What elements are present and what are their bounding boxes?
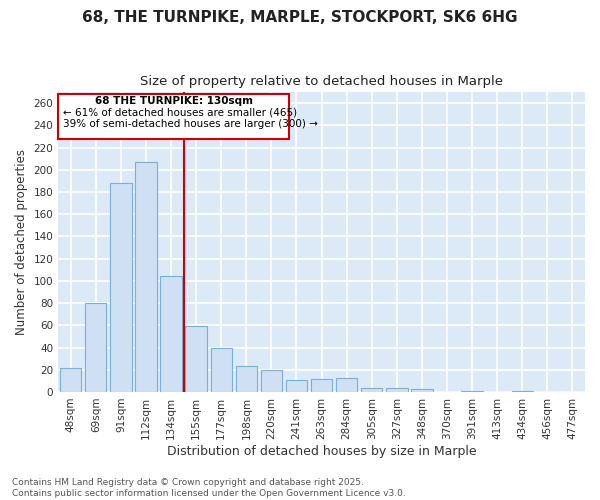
FancyBboxPatch shape — [58, 94, 289, 138]
Bar — [185, 326, 207, 392]
Bar — [211, 348, 232, 392]
Bar — [311, 378, 332, 392]
Bar — [110, 183, 131, 392]
X-axis label: Distribution of detached houses by size in Marple: Distribution of detached houses by size … — [167, 444, 476, 458]
Title: Size of property relative to detached houses in Marple: Size of property relative to detached ho… — [140, 75, 503, 88]
Bar — [85, 303, 106, 392]
Bar — [461, 391, 483, 392]
Text: Contains HM Land Registry data © Crown copyright and database right 2025.
Contai: Contains HM Land Registry data © Crown c… — [12, 478, 406, 498]
Bar — [336, 378, 358, 392]
Bar — [286, 380, 307, 392]
Bar — [261, 370, 282, 392]
Bar — [160, 276, 182, 392]
Bar — [361, 388, 382, 392]
Text: 68, THE TURNPIKE, MARPLE, STOCKPORT, SK6 6HG: 68, THE TURNPIKE, MARPLE, STOCKPORT, SK6… — [82, 10, 518, 25]
Y-axis label: Number of detached properties: Number of detached properties — [15, 149, 28, 335]
Text: 68 THE TURNPIKE: 130sqm: 68 THE TURNPIKE: 130sqm — [95, 96, 253, 106]
Bar — [411, 388, 433, 392]
Bar — [60, 368, 82, 392]
Bar — [236, 366, 257, 392]
Text: ← 61% of detached houses are smaller (465): ← 61% of detached houses are smaller (46… — [63, 108, 298, 118]
Bar — [386, 388, 407, 392]
Text: 39% of semi-detached houses are larger (300) →: 39% of semi-detached houses are larger (… — [63, 118, 318, 128]
Bar — [136, 162, 157, 392]
Bar — [512, 391, 533, 392]
